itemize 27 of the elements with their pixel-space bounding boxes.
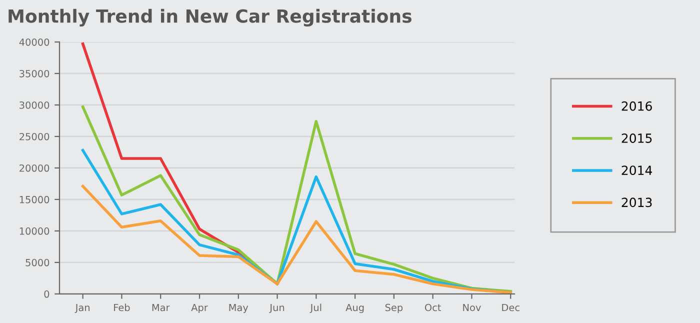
x-tick-label: Dec bbox=[502, 304, 520, 312]
line-series bbox=[81, 184, 512, 294]
x-tick-label: Mar bbox=[152, 304, 170, 312]
x-tick-label: Jul bbox=[310, 304, 322, 313]
y-tick-label: 15000 bbox=[20, 196, 50, 204]
x-tick-label: Feb bbox=[114, 304, 130, 312]
x-tick-label: Aug bbox=[346, 304, 364, 314]
x-tick-label: Nov bbox=[463, 304, 481, 312]
x-tick-label: May bbox=[229, 304, 248, 314]
x-tick-label: Jan bbox=[74, 304, 90, 313]
chart-title: Monthly Trend in New Car Registrations bbox=[8, 8, 412, 27]
x-tick-label: Oct bbox=[424, 304, 442, 312]
y-tick-label: 35000 bbox=[20, 70, 50, 78]
y-tick-label: 40000 bbox=[19, 38, 50, 46]
x-tick-label: Jun bbox=[269, 304, 284, 313]
x-tick-label: Sep bbox=[385, 304, 403, 314]
legend-label: 2014 bbox=[622, 166, 652, 176]
y-tick-label: 20000 bbox=[20, 164, 50, 172]
x-tick-label: Apr bbox=[191, 304, 208, 314]
legend-label: 2015 bbox=[622, 133, 652, 143]
legend-label: 2016 bbox=[622, 101, 652, 111]
y-tick-label: 30000 bbox=[20, 101, 50, 109]
y-tick-label: 25000 bbox=[20, 132, 50, 140]
y-tick-label: 10000 bbox=[20, 227, 50, 235]
legend-label: 2013 bbox=[622, 198, 652, 208]
y-tick-label: 0 bbox=[44, 290, 50, 298]
y-tick-label: 5000 bbox=[26, 258, 50, 266]
